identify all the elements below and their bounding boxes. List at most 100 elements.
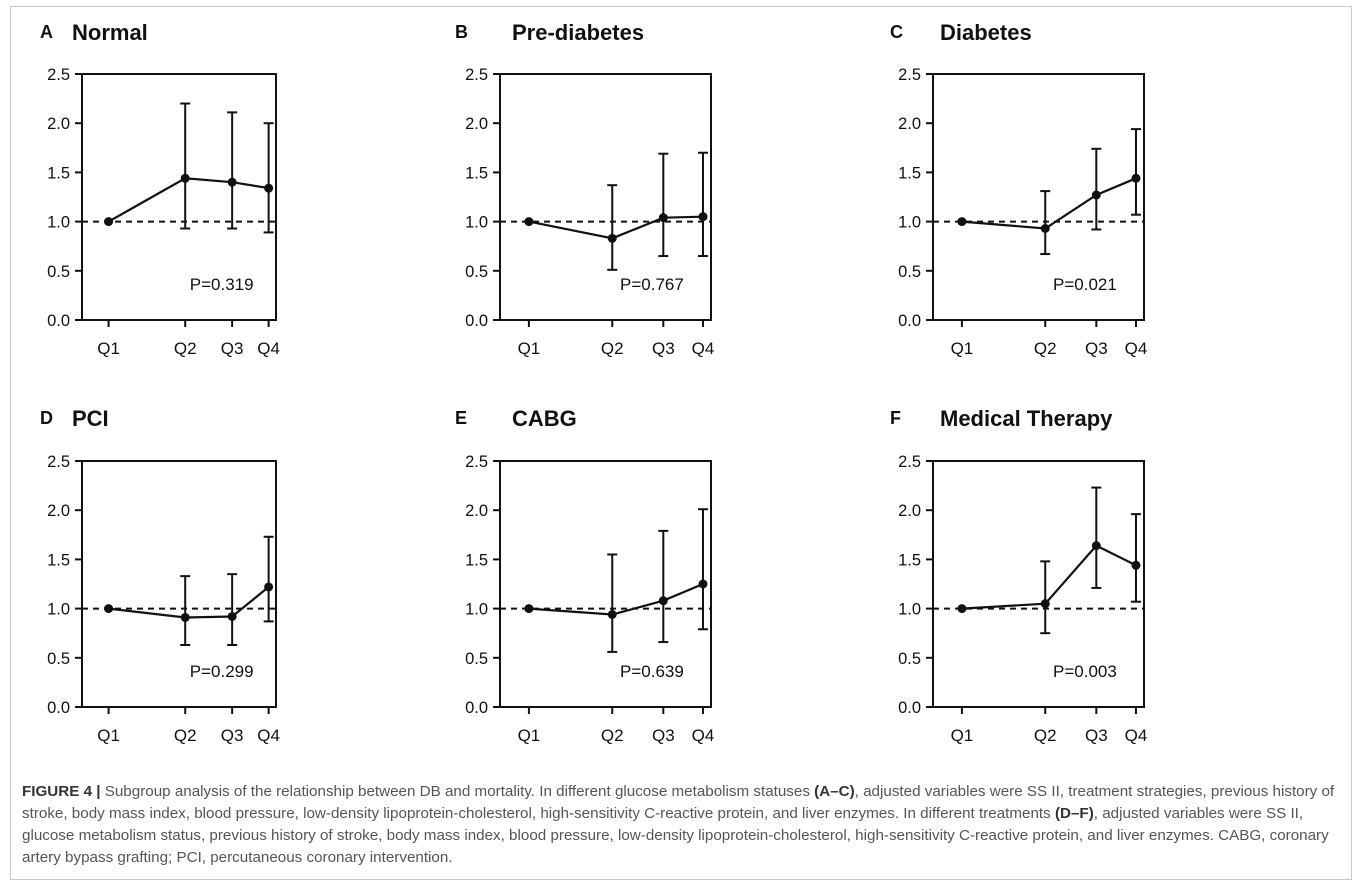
x-tick-label: Q3 <box>221 726 244 745</box>
x-tick-label: Q2 <box>174 339 197 358</box>
series-line <box>528 215 704 240</box>
x-tick-label: Q3 <box>1085 726 1108 745</box>
x-tick-label: Q2 <box>601 339 624 358</box>
caption-ref-a-c: (A–C) <box>814 783 855 800</box>
plot-area <box>499 73 712 321</box>
y-tick-label: 1.5 <box>465 164 488 182</box>
y-tick-label: 2.0 <box>898 115 921 133</box>
y-tick-label: 0.5 <box>47 263 70 281</box>
data-point <box>524 217 534 227</box>
x-tick-label: Q2 <box>1034 339 1057 358</box>
chart-panel-c: C Diabetes 0.0 0.5 1.0 1.5 2.0 2.5 Q1 Q2 Q3 Q4 P=0.0… <box>890 20 1147 358</box>
chart-panel-d: D PCI 0.0 0.5 1.0 1.5 2.0 2.5 Q1 Q2 Q3 Q4 P=0.299 <box>40 406 280 745</box>
y-tick-label: 2.5 <box>465 66 488 84</box>
y-tick-label: 1.5 <box>898 164 921 182</box>
y-tick-label: 2.5 <box>898 66 921 84</box>
p-value-annotation: P=0.021 <box>1053 275 1117 294</box>
x-tick-label: Q2 <box>601 726 624 745</box>
data-point <box>698 579 708 589</box>
figure-caption: FIGURE 4 | Subgroup analysis of the rela… <box>22 781 1344 869</box>
data-point <box>180 173 190 183</box>
data-point <box>524 604 534 614</box>
y-tick-label: 1.0 <box>898 214 921 232</box>
x-tick-label: Q4 <box>692 726 715 745</box>
data-point <box>957 604 967 614</box>
panel-letter: D <box>40 408 53 428</box>
plot-area <box>81 460 277 708</box>
data-point <box>104 604 114 614</box>
panel-letter: B <box>455 22 468 42</box>
data-point <box>1091 190 1101 200</box>
panel-title: CABG <box>512 406 577 431</box>
data-point <box>1040 599 1050 609</box>
x-tick-label: Q4 <box>1125 339 1148 358</box>
data-point <box>1040 223 1050 233</box>
x-tick-label: Q4 <box>1125 726 1148 745</box>
caption-text-1: Subgroup analysis of the relationship be… <box>100 783 815 800</box>
panel-letter: F <box>890 408 901 428</box>
y-tick-label: 0.0 <box>47 312 70 330</box>
y-tick-label: 0.5 <box>47 650 70 668</box>
p-value-annotation: P=0.003 <box>1053 662 1117 681</box>
plot-area <box>932 460 1145 708</box>
y-tick-label: 1.5 <box>898 551 921 569</box>
series-line <box>528 582 704 616</box>
panel-title: Normal <box>72 20 148 45</box>
data-point <box>264 183 274 193</box>
p-value-annotation: P=0.639 <box>620 662 684 681</box>
x-tick-label: Q1 <box>518 339 541 358</box>
series-line <box>961 177 1137 230</box>
y-tick-label: 1.5 <box>47 164 70 182</box>
data-point <box>658 213 668 223</box>
panel-title: PCI <box>72 406 109 431</box>
x-tick-label: Q3 <box>652 726 675 745</box>
y-tick-label: 2.5 <box>465 453 488 471</box>
panel-title: Diabetes <box>940 20 1032 45</box>
caption-text-3: , adjusted variables were SS II, glucose… <box>22 805 1329 866</box>
data-point <box>1091 541 1101 551</box>
caption-text-2: , adjusted variables were SS II, treatme… <box>22 783 1335 822</box>
data-point <box>264 582 274 592</box>
x-tick-label: Q4 <box>257 726 280 745</box>
x-tick-label: Q1 <box>518 726 541 745</box>
x-tick-label: Q3 <box>221 339 244 358</box>
data-point <box>607 610 617 620</box>
y-tick-label: 0.5 <box>898 263 921 281</box>
data-point <box>698 212 708 222</box>
x-tick-label: Q4 <box>257 339 280 358</box>
data-point <box>607 233 617 243</box>
y-tick-label: 0.0 <box>47 699 70 717</box>
x-tick-label: Q1 <box>97 726 120 745</box>
y-tick-label: 1.0 <box>47 214 70 232</box>
y-tick-label: 1.0 <box>465 601 488 619</box>
chart-panel-b: B Pre-diabetes 0.0 0.5 1.0 1.5 2.0 2.5 Q1 Q2 Q3 Q4 P… <box>455 20 714 358</box>
x-tick-label: Q3 <box>652 339 675 358</box>
y-tick-label: 1.0 <box>898 601 921 619</box>
y-tick-label: 0.0 <box>465 312 488 330</box>
y-tick-label: 0.5 <box>465 263 488 281</box>
panel-title: Pre-diabetes <box>512 20 644 45</box>
p-value-annotation: P=0.319 <box>190 275 254 294</box>
x-tick-label: Q1 <box>951 726 974 745</box>
series-line <box>108 177 269 223</box>
y-tick-label: 2.0 <box>47 502 70 520</box>
data-point <box>1131 173 1141 183</box>
panel-letter: E <box>455 408 467 428</box>
x-tick-label: Q2 <box>1034 726 1057 745</box>
series-line <box>108 586 270 619</box>
y-tick-label: 0.0 <box>465 699 488 717</box>
chart-panel-f: F Medical Therapy 0.0 0.5 1.0 1.5 2.0 2.5 Q1 Q2 Q3… <box>890 406 1147 745</box>
plot-area <box>932 73 1145 321</box>
y-tick-label: 2.0 <box>465 502 488 520</box>
caption-ref-d-f: (D–F) <box>1054 805 1094 822</box>
plot-area <box>499 460 712 708</box>
panel-letter: A <box>40 22 53 42</box>
figure-panels: A Normal 0.0 0.5 1.0 1.5 2.0 2.5 Q1 Q2 Q3 Q4 P=0.319… <box>40 20 1147 745</box>
y-tick-label: 0.0 <box>898 312 921 330</box>
data-point <box>658 596 668 606</box>
chart-panel-a: A Normal 0.0 0.5 1.0 1.5 2.0 2.5 Q1 Q2 Q3 Q4 P=0.319 <box>40 20 280 358</box>
panel-title: Medical Therapy <box>940 406 1113 431</box>
plot-area <box>81 73 277 321</box>
x-tick-label: Q4 <box>692 339 715 358</box>
p-value-annotation: P=0.299 <box>190 662 254 681</box>
